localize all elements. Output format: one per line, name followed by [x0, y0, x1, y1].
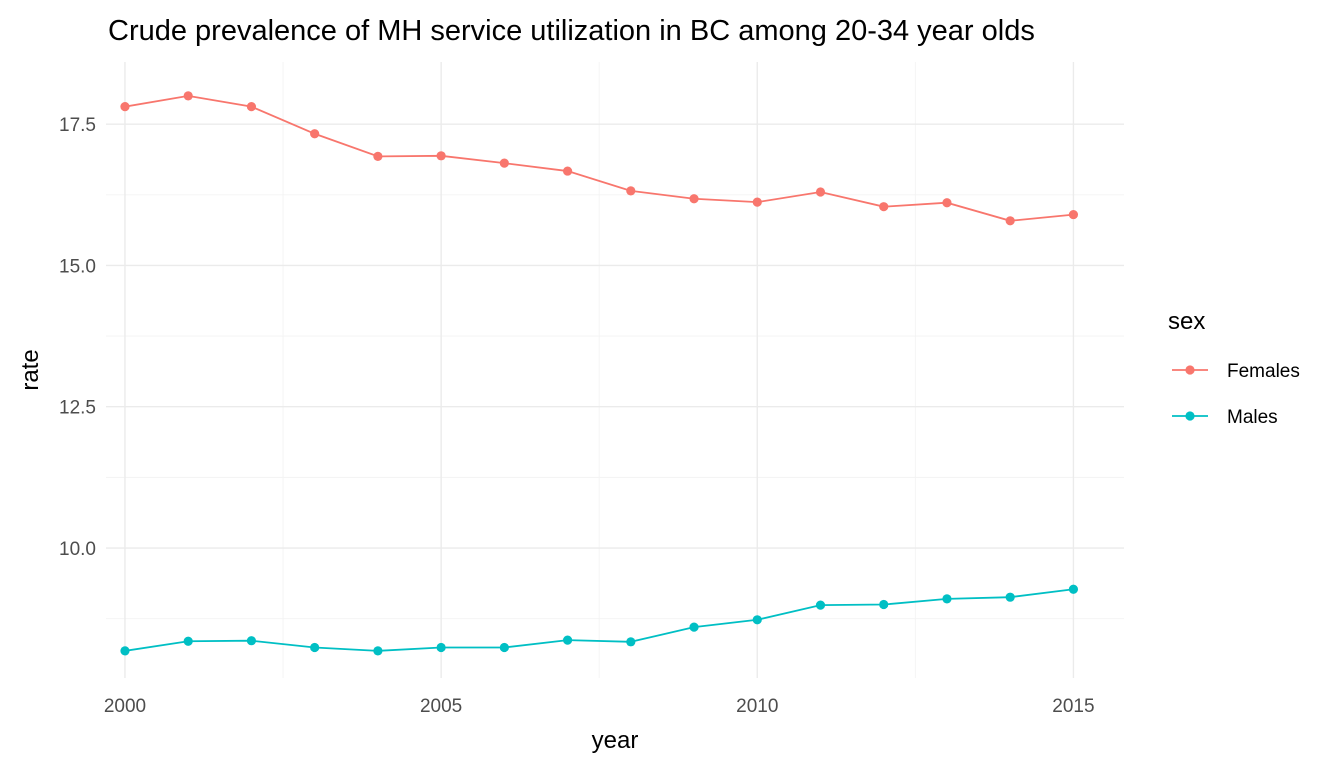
data-point	[942, 594, 952, 604]
data-point	[562, 166, 573, 176]
data-point	[436, 151, 446, 161]
data-point	[120, 646, 130, 656]
data-point	[373, 646, 383, 656]
x-tick-label: 2005	[420, 696, 462, 717]
data-point	[689, 622, 699, 632]
y-axis-title: rate	[17, 349, 44, 390]
data-point	[183, 91, 193, 101]
data-point	[942, 198, 952, 208]
series-line	[124, 94, 1074, 222]
x-axis-ticks: 2000 2005 2010 2015	[104, 696, 1095, 717]
series-males	[120, 584, 1079, 656]
x-tick-label: 2010	[736, 696, 778, 717]
data-point	[310, 129, 320, 139]
legend-label: Males	[1227, 407, 1278, 428]
data-point	[689, 194, 699, 204]
x-axis-title: year	[592, 727, 639, 754]
data-point	[879, 599, 889, 610]
x-tick-label: 2015	[1052, 696, 1094, 717]
data-point	[879, 202, 889, 212]
series-layer	[120, 91, 1079, 656]
chart-title: Crude prevalence of MH service utilizati…	[108, 15, 1035, 47]
data-point	[499, 158, 509, 168]
data-point	[246, 102, 257, 112]
data-point	[626, 186, 636, 196]
data-point	[373, 151, 383, 161]
data-point	[815, 187, 826, 197]
data-point	[752, 615, 762, 625]
y-tick-label: 12.5	[59, 398, 96, 419]
legend-item-females: Females	[1172, 361, 1300, 382]
grid	[106, 62, 1124, 678]
y-axis-ticks: 10.0 12.5 15.0 17.5	[59, 115, 96, 560]
data-point	[562, 635, 573, 645]
legend-title: sex	[1168, 308, 1205, 335]
legend-key-point	[1185, 411, 1195, 421]
x-tick-label: 2000	[104, 696, 146, 717]
data-point	[436, 642, 446, 653]
data-point	[310, 642, 320, 653]
series-females	[120, 91, 1079, 226]
data-point	[1068, 584, 1079, 594]
y-tick-label: 17.5	[59, 115, 96, 136]
data-point	[1068, 209, 1079, 220]
series-line	[124, 588, 1074, 652]
legend-key-point	[1185, 365, 1195, 375]
data-point	[183, 636, 193, 646]
legend: sex Females Males	[1168, 308, 1300, 428]
data-point	[499, 642, 509, 653]
data-point	[1005, 216, 1015, 226]
data-point	[626, 637, 636, 647]
legend-label: Females	[1227, 361, 1300, 382]
data-point	[1005, 592, 1015, 602]
y-tick-label: 15.0	[59, 256, 96, 277]
y-tick-label: 10.0	[59, 539, 96, 560]
data-point	[120, 102, 130, 112]
legend-item-males: Males	[1172, 407, 1278, 428]
data-point	[246, 636, 257, 646]
data-point	[752, 197, 762, 207]
data-point	[815, 600, 826, 610]
